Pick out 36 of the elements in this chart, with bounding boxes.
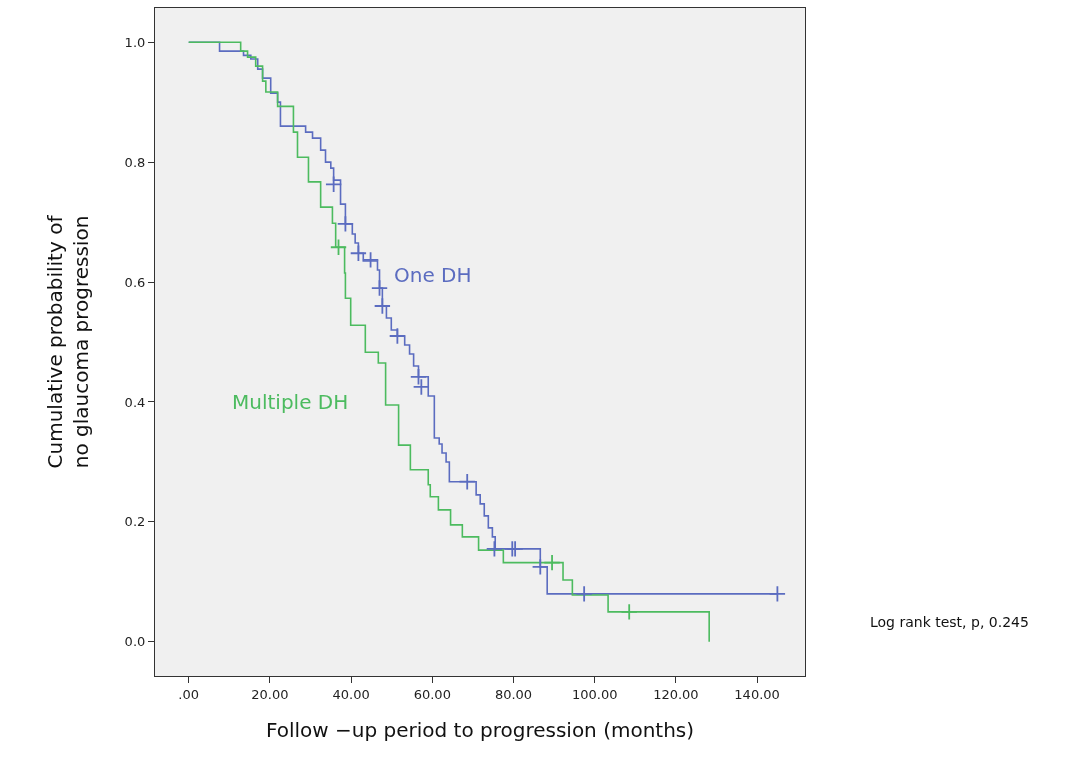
point [361, 251, 380, 269]
x-axis-title: Follow −up period to progression (months) [265, 718, 695, 743]
point [329, 238, 348, 256]
point [485, 540, 504, 558]
text: Log rank test, p, 0.245 [870, 614, 1029, 630]
y-tick-label: 1.0 [124, 34, 146, 50]
point [768, 585, 786, 603]
point [458, 473, 476, 491]
x-tick-label: 120.00 [653, 686, 699, 702]
y-axis-title: Cumulative probability of no glaucoma progression [43, 214, 94, 469]
x-tick-label: 60.00 [413, 686, 451, 702]
y-tick-label: 0.4 [124, 394, 146, 410]
point [336, 215, 355, 233]
x-tick-label: .00 [178, 686, 200, 702]
x-tick-label: 140.00 [734, 686, 780, 702]
point [349, 244, 367, 262]
point [373, 297, 391, 315]
y-tick-label: 0.8 [124, 154, 146, 170]
y-tick-label: 0.0 [124, 634, 146, 650]
y-tick-label: 0.2 [124, 514, 146, 530]
x-tick-label: 80.00 [494, 686, 533, 702]
point [543, 554, 561, 572]
point [388, 327, 406, 345]
x-tick-label: 100.00 [571, 686, 618, 702]
series-label: Multiple DH [232, 390, 349, 414]
series-label: One DH [394, 263, 472, 287]
x-tick-label: 40.00 [332, 686, 370, 702]
point [531, 558, 549, 576]
point [412, 378, 430, 396]
point [620, 603, 638, 621]
point [409, 368, 428, 386]
point [325, 175, 343, 193]
point [370, 279, 389, 297]
x-tick-label: 20.00 [251, 686, 289, 702]
y-tick-label: 0.6 [124, 274, 146, 290]
point [575, 585, 593, 603]
